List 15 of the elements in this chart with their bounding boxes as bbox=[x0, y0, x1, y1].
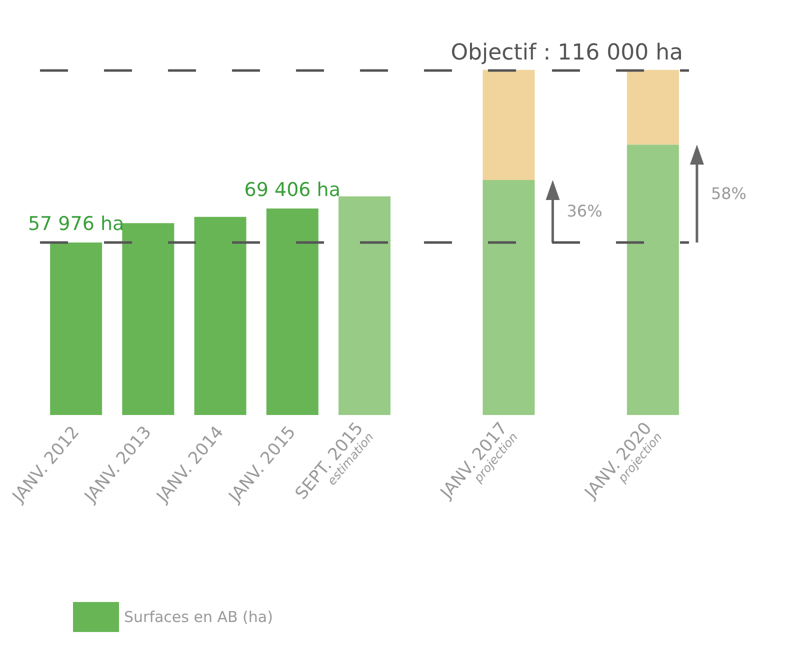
bar bbox=[482, 180, 535, 415]
data-label: 69 406 ha bbox=[244, 179, 340, 202]
bar bbox=[482, 70, 535, 180]
bar bbox=[122, 223, 174, 415]
bar bbox=[338, 196, 390, 415]
bar bbox=[626, 144, 679, 415]
text: 58% bbox=[710, 184, 747, 204]
bar bbox=[626, 70, 679, 145]
bar bbox=[194, 216, 246, 415]
annotation: 36% bbox=[566, 202, 602, 221]
ref-line-label: Objectif : 116 000 ha bbox=[450, 40, 683, 66]
bar bbox=[266, 208, 318, 415]
bar bbox=[50, 242, 102, 415]
legend-label: Surfaces en AB (ha) bbox=[124, 608, 273, 626]
data-label: 57 976 ha bbox=[28, 213, 124, 236]
